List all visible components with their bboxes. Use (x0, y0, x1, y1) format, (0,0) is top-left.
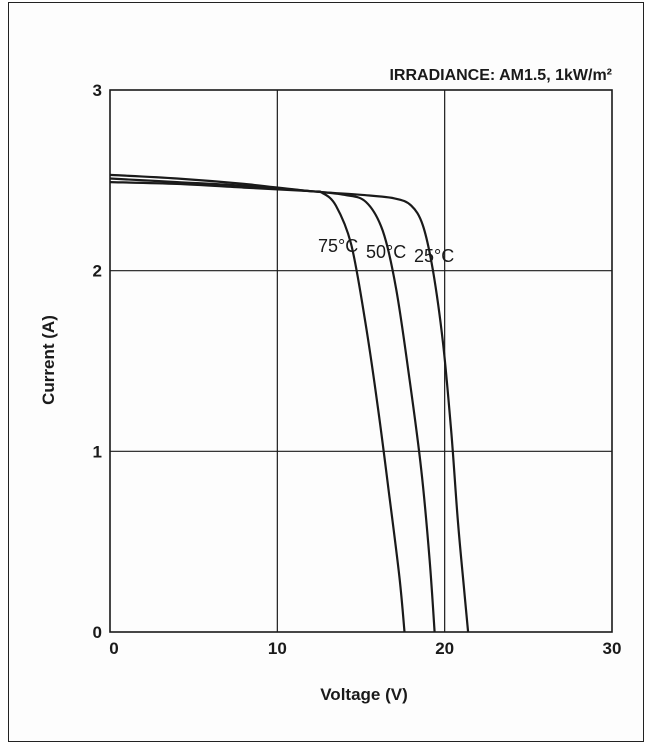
curve-label-75c: 75°C (318, 236, 358, 256)
curve-series-2 (109, 181, 406, 633)
x-tick-label: 30 (603, 639, 622, 658)
y-tick-label: 0 (93, 623, 102, 642)
curve-series-1 (109, 177, 436, 633)
curve-label-25c: 25°C (414, 246, 454, 266)
curve-label-50c: 50°C (366, 242, 406, 262)
figure-frame (8, 2, 644, 742)
x-axis-title: Voltage (V) (320, 685, 408, 704)
curve-series-0 (109, 173, 470, 633)
y-tick-labels: 0 1 2 3 (93, 81, 102, 642)
y-tick-label: 1 (93, 442, 102, 461)
y-axis-title: Current (A) (39, 315, 58, 405)
plot-area (109, 89, 613, 633)
x-tick-labels: 0 10 20 30 (109, 639, 621, 658)
grid-lines (110, 90, 612, 632)
x-tick-label: 10 (268, 639, 287, 658)
curves (109, 173, 470, 633)
x-tick-label: 20 (435, 639, 454, 658)
x-tick-label: 0 (109, 639, 118, 658)
y-tick-label: 2 (93, 262, 102, 281)
y-tick-label: 3 (93, 81, 102, 100)
irradiance-annotation: IRRADIANCE: AM1.5, 1kW/m² (389, 67, 612, 84)
